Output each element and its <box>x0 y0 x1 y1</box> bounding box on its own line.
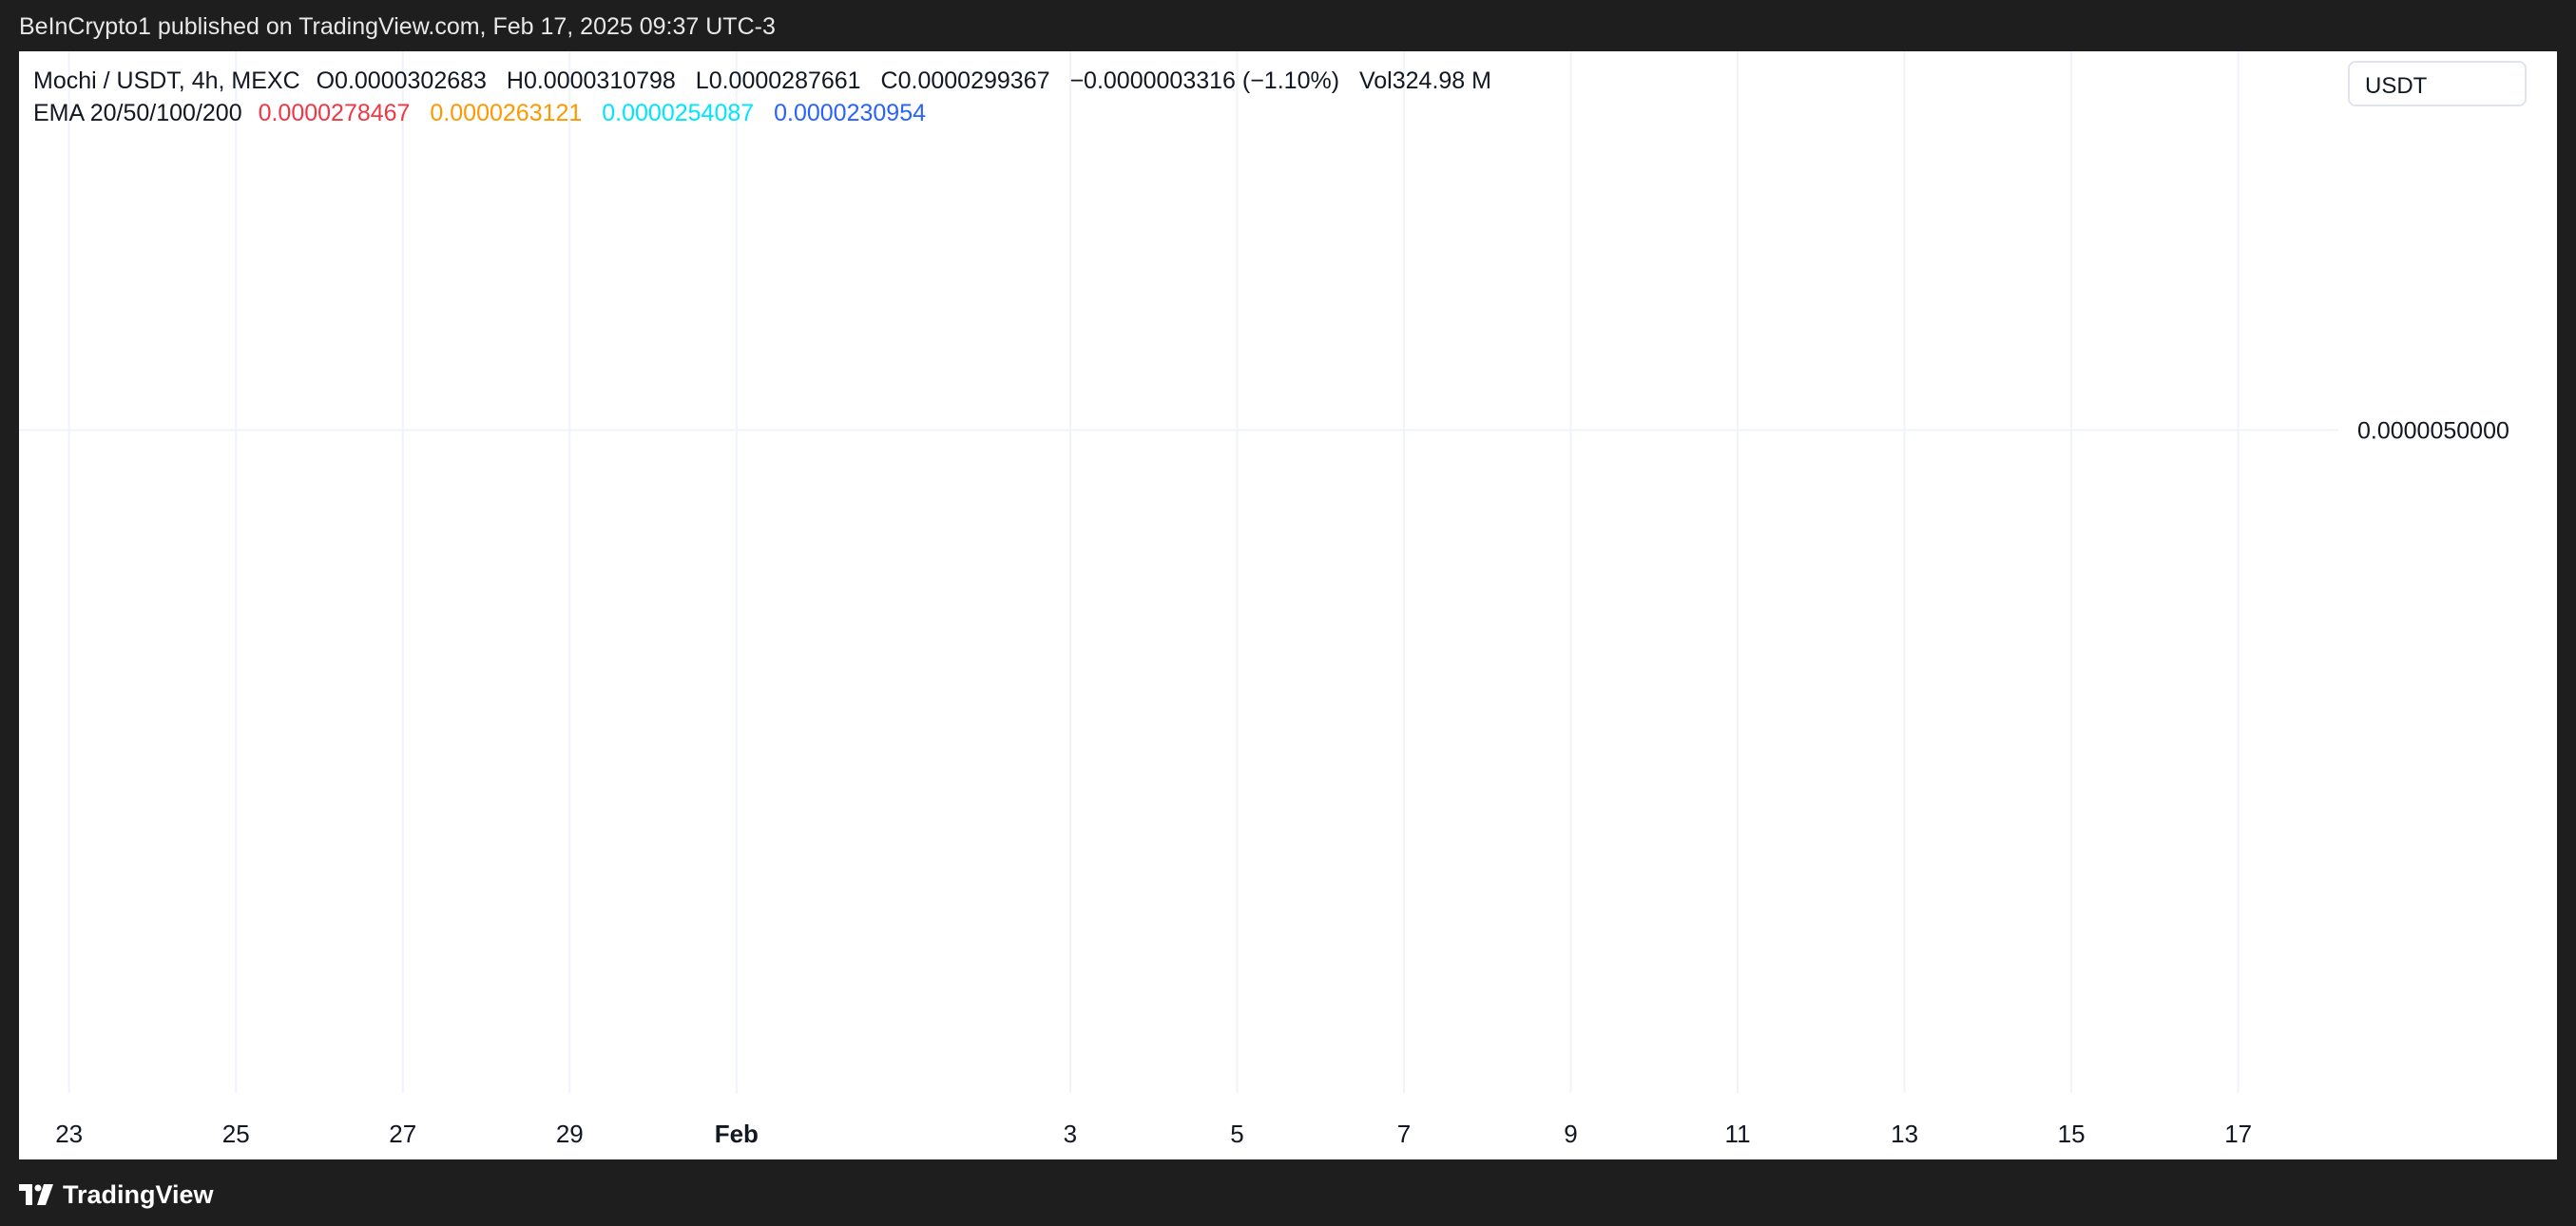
x-tick-label: 9 <box>1564 1120 1577 1148</box>
tradingview-logo[interactable]: TradingView <box>19 1178 214 1211</box>
close-value: 0.0000299367 <box>897 67 1050 94</box>
top-bar: BeInCrypto1 published on TradingView.com… <box>0 0 2576 51</box>
x-tick-label: Feb <box>715 1120 759 1148</box>
x-tick-label: 5 <box>1230 1120 1243 1148</box>
volume-value: 324.98 M <box>1392 67 1491 94</box>
open-label: O <box>316 67 336 94</box>
volume-label: Vol <box>1358 67 1393 94</box>
x-tick-label: 15 <box>2058 1120 2086 1148</box>
tradingview-logo-icon <box>19 1184 53 1205</box>
x-tick-label: 7 <box>1397 1120 1411 1148</box>
low-label: L <box>695 67 709 94</box>
bottom-bar: TradingView <box>0 1159 2576 1226</box>
y-tick-label: 0.0000050000 <box>2357 418 2509 445</box>
y-axis-background <box>2338 51 2557 1159</box>
x-tick-label: 29 <box>556 1120 584 1148</box>
x-axis[interactable]: 23 25 27 29 Feb 3 5 7 9 11 13 15 17 <box>55 1120 2252 1148</box>
currency-button[interactable]: USDT <box>2348 61 2527 106</box>
x-tick-label: 27 <box>389 1120 416 1148</box>
x-tick-label: 13 <box>1891 1120 1918 1148</box>
low-value: 0.0000287661 <box>708 67 861 94</box>
x-tick-label: 3 <box>1064 1120 1077 1148</box>
ema50-value: 0.0000263121 <box>430 100 583 126</box>
x-tick-label: 17 <box>2224 1120 2252 1148</box>
high-value: 0.0000310798 <box>523 67 676 94</box>
symbol-label[interactable]: Mochi / USDT, 4h, MEXC <box>33 67 300 94</box>
ema-row: EMA 20/50/100/200 0.0000278467 0.0000263… <box>33 97 1505 129</box>
ema100-value: 0.0000254087 <box>602 100 755 126</box>
x-tick-label: 23 <box>55 1120 83 1148</box>
ema-label[interactable]: EMA 20/50/100/200 <box>33 100 242 126</box>
x-tick-label: 25 <box>222 1120 250 1148</box>
ema20-value: 0.0000278467 <box>258 100 411 126</box>
ohlc-row: Mochi / USDT, 4h, MEXC O0.0000302683 H0.… <box>33 65 1505 97</box>
grid <box>19 51 2338 1093</box>
chart-background <box>19 51 2557 1159</box>
change-value: −0.0000003316 (−1.10%) <box>1069 67 1340 94</box>
chart-legend: Mochi / USDT, 4h, MEXC O0.0000302683 H0.… <box>33 65 1505 129</box>
x-tick-label: 11 <box>1725 1120 1751 1148</box>
y-axis[interactable]: 0.00000500000.00001500000.00002000000.00… <box>2338 0 2557 1159</box>
ema200-value: 0.0000230954 <box>774 100 926 126</box>
tradingview-logo-text: TradingView <box>63 1179 214 1209</box>
open-value: 0.0000302683 <box>335 67 487 94</box>
close-label: C <box>880 67 898 94</box>
published-text: BeInCrypto1 published on TradingView.com… <box>19 13 776 40</box>
high-label: H <box>506 67 524 94</box>
